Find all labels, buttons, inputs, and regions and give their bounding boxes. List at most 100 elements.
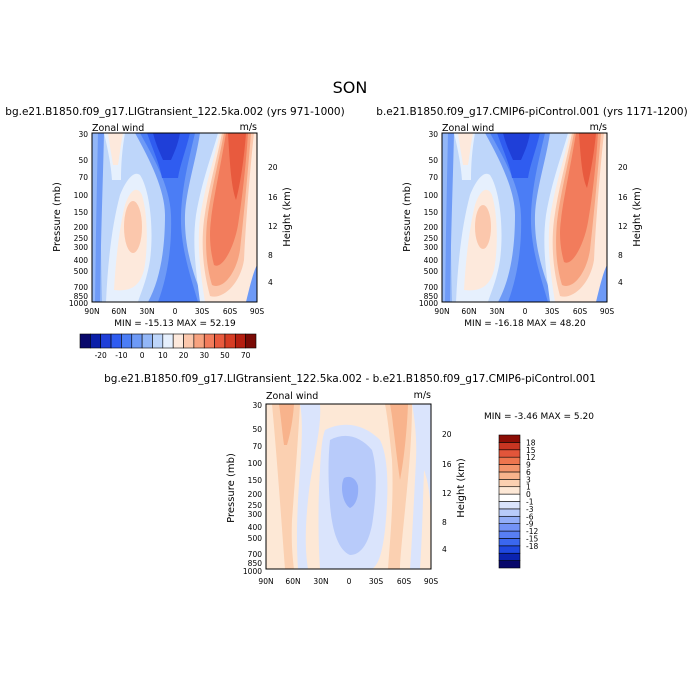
colorbar-full-box bbox=[121, 333, 133, 349]
colorbar-diff-box bbox=[498, 545, 521, 554]
colorbar-diff-label: 12 bbox=[526, 453, 536, 462]
p3-x-90S: 90S bbox=[424, 577, 439, 586]
panel-left-minmax: MIN = -15.13 MAX = 52.19 bbox=[114, 319, 236, 329]
panel-left-y-ticks: 30 50 70 100 150 200 250 300 400 500 700… bbox=[69, 130, 88, 308]
colorbar-full-label: -20 bbox=[95, 351, 107, 360]
colorbar-full-label: 10 bbox=[158, 351, 168, 360]
p3-x-30N: 30N bbox=[313, 577, 328, 586]
p1-x-30N: 30N bbox=[139, 307, 154, 316]
colorbar-diff-box bbox=[498, 493, 521, 502]
p1-h-12: 12 bbox=[268, 222, 278, 231]
colorbar-diff-box bbox=[498, 442, 521, 451]
colorbar-full-box bbox=[245, 333, 257, 349]
p3-tropical-negative-max bbox=[342, 476, 359, 508]
p2-x-90S: 90S bbox=[600, 307, 615, 316]
p1-x-60S: 60S bbox=[223, 307, 238, 316]
p2-x-90N: 90N bbox=[434, 307, 449, 316]
p3-y-70: 70 bbox=[252, 442, 262, 451]
p3-north-positive-core bbox=[279, 404, 294, 445]
colorbar-full-label: 50 bbox=[220, 351, 230, 360]
p2-y-300: 300 bbox=[424, 243, 439, 252]
panel-left-y2-ticks: 20 16 12 8 4 bbox=[268, 163, 278, 287]
p2-x-0: 0 bbox=[523, 307, 528, 316]
p2-y-500: 500 bbox=[424, 267, 439, 276]
p2-trop-easterly-max bbox=[503, 133, 530, 160]
panel-right-y2label: Height (km) bbox=[632, 187, 643, 247]
p3-h-4: 4 bbox=[442, 545, 447, 554]
panel-left-variable: Zonal wind bbox=[92, 123, 144, 134]
p1-y-1000: 1000 bbox=[69, 299, 88, 308]
colorbar-diff-label: -15 bbox=[526, 534, 538, 543]
p3-y-400: 400 bbox=[248, 523, 263, 532]
panel-diff-units: m/s bbox=[414, 390, 431, 401]
p1-y-850: 850 bbox=[74, 292, 89, 301]
colorbar-full-box bbox=[214, 333, 226, 349]
colorbar-diff-box bbox=[498, 434, 521, 443]
p3-tropical-negative bbox=[296, 404, 321, 569]
colorbar-diff-label: -9 bbox=[526, 520, 534, 529]
p1-y-30: 30 bbox=[78, 130, 88, 139]
p2-n-easterly-band bbox=[445, 133, 454, 302]
panel-diff-y2label: Height (km) bbox=[456, 458, 467, 518]
p1-n-weak-westerly bbox=[108, 133, 123, 165]
colorbar-full-box bbox=[234, 333, 246, 349]
p3-y-1000: 1000 bbox=[243, 567, 262, 576]
p2-y-850: 850 bbox=[424, 292, 439, 301]
p3-y-700: 700 bbox=[248, 550, 263, 559]
p2-y-200: 200 bbox=[424, 223, 439, 232]
p1-h-4: 4 bbox=[268, 278, 273, 287]
colorbar-diff-box bbox=[498, 508, 521, 517]
panel-diff-ylabel: Pressure (mb) bbox=[226, 453, 237, 523]
p2-y-150: 150 bbox=[424, 208, 439, 217]
p1-y-250: 250 bbox=[74, 234, 89, 243]
colorbar-full-box bbox=[183, 333, 195, 349]
panel-left-units: m/s bbox=[240, 122, 257, 133]
p1-x-90S: 90S bbox=[250, 307, 265, 316]
panel-diff-variable: Zonal wind bbox=[266, 391, 318, 402]
p3-south-edge-positive bbox=[420, 470, 431, 569]
p1-x-30S: 30S bbox=[195, 307, 210, 316]
panel-right: b.e21.B1850.f09_g17.CMIP6-piControl.001 … bbox=[376, 106, 687, 329]
panel-right-y2-ticks: 20 16 12 8 4 bbox=[618, 163, 628, 287]
p2-y-50: 50 bbox=[428, 156, 438, 165]
p3-x-90N: 90N bbox=[258, 577, 273, 586]
p1-y-150: 150 bbox=[74, 208, 89, 217]
colorbar-diff-label: 18 bbox=[526, 438, 536, 447]
colorbar-full-box bbox=[162, 333, 174, 349]
colorbar-full-box bbox=[224, 333, 236, 349]
panel-diff-title: bg.e21.B1850.f09_g17.LIGtransient_122.5k… bbox=[104, 373, 596, 385]
colorbar-diff-box bbox=[498, 486, 521, 495]
p3-y-250: 250 bbox=[248, 501, 263, 510]
colorbar-diff-box bbox=[498, 515, 521, 524]
colorbar-diff-box bbox=[498, 471, 521, 480]
p1-y-100: 100 bbox=[74, 191, 89, 200]
panel-left-y2label: Height (km) bbox=[282, 187, 293, 247]
colorbar-full-box bbox=[152, 333, 164, 349]
panel-diff-y-ticks: 30 50 70 100 150 200 250 300 400 500 700… bbox=[243, 401, 262, 576]
p1-h-8: 8 bbox=[268, 251, 273, 260]
panel-right-y-ticks: 30 50 70 100 150 200 250 300 400 500 700… bbox=[419, 130, 438, 308]
colorbar-full-box bbox=[79, 333, 91, 349]
panel-left-ylabel: Pressure (mb) bbox=[52, 182, 63, 252]
p2-n-weak-westerly bbox=[458, 133, 473, 165]
p1-y-500: 500 bbox=[74, 267, 89, 276]
colorbar-diff-label: -12 bbox=[526, 527, 538, 536]
panel-left-field bbox=[92, 133, 257, 302]
colorbar-full-label: 30 bbox=[199, 351, 209, 360]
p2-y-400: 400 bbox=[424, 256, 439, 265]
p2-x-30N: 30N bbox=[489, 307, 504, 316]
p3-y-500: 500 bbox=[248, 534, 263, 543]
colorbar-diff-box bbox=[498, 479, 521, 488]
colorbar-diff-label: 1 bbox=[526, 483, 531, 492]
p1-h-16: 16 bbox=[268, 193, 278, 202]
colorbar-full: -20 -10 0 10 20 30 50 70 bbox=[79, 333, 257, 360]
p3-x-0: 0 bbox=[347, 577, 352, 586]
p3-south-positive-core bbox=[390, 404, 408, 480]
colorbar-diff-box bbox=[498, 560, 521, 569]
colorbar-diff-box bbox=[498, 523, 521, 532]
p2-y-30: 30 bbox=[428, 130, 438, 139]
colorbar-diff-label: 6 bbox=[526, 468, 531, 477]
p3-h-20: 20 bbox=[442, 430, 452, 439]
